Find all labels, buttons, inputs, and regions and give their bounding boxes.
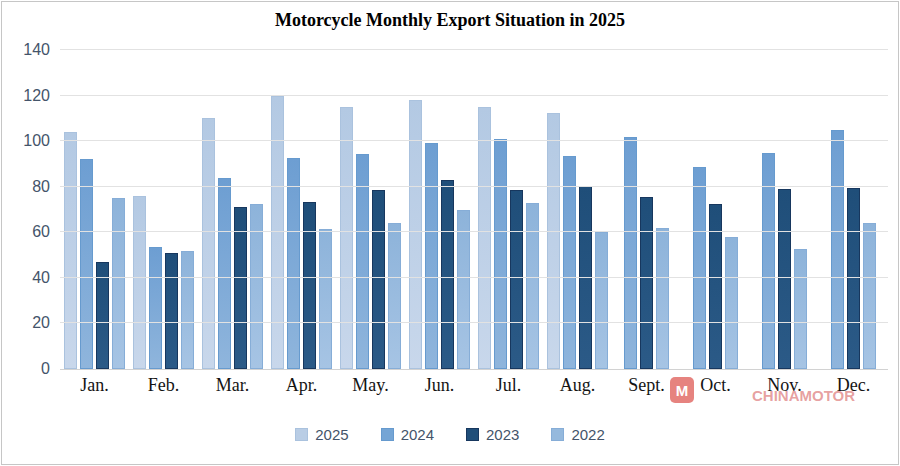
legend-label-2025: 2025 bbox=[315, 426, 348, 443]
legend-item-2023: 2023 bbox=[466, 426, 519, 443]
gridline-40 bbox=[60, 277, 888, 278]
gridline-0 bbox=[60, 369, 888, 370]
legend-swatch-2022 bbox=[551, 428, 564, 441]
watermark-logo-letter: M bbox=[676, 383, 689, 398]
bar-2022-dec bbox=[863, 223, 876, 369]
bar-2022-aug bbox=[595, 232, 608, 369]
bar-2023-jul bbox=[510, 190, 523, 369]
bar-2024-feb bbox=[149, 247, 162, 369]
month-group-oct bbox=[681, 50, 750, 369]
bar-2022-apr bbox=[319, 229, 332, 369]
bar-2022-jan bbox=[112, 198, 125, 369]
gridline-100 bbox=[60, 140, 888, 141]
bar-2022-jul bbox=[526, 203, 539, 369]
bar-2024-apr bbox=[287, 158, 300, 369]
bar-2024-jan bbox=[80, 159, 93, 369]
x-axis-label-jan: Jan. bbox=[60, 375, 129, 396]
bar-2023-sept bbox=[640, 197, 653, 369]
chart-image: Motorcycle Monthly Export Situation in 2… bbox=[0, 0, 900, 466]
bar-2023-apr bbox=[303, 202, 316, 369]
bar-2023-jan bbox=[96, 262, 109, 369]
bar-2022-may bbox=[388, 223, 401, 369]
legend-label-2022: 2022 bbox=[571, 426, 604, 443]
legend-swatch-2025 bbox=[295, 428, 308, 441]
bar-2025-jan bbox=[64, 132, 77, 369]
bar-2023-nov bbox=[778, 189, 791, 369]
legend-swatch-2024 bbox=[381, 428, 394, 441]
x-axis-label-may: May. bbox=[336, 375, 405, 396]
bar-2023-feb bbox=[165, 253, 178, 369]
legend-item-2024: 2024 bbox=[381, 426, 434, 443]
bar-2025-aug bbox=[547, 113, 560, 369]
gridline-140 bbox=[60, 49, 888, 50]
y-tick-label-40: 40 bbox=[8, 269, 50, 287]
month-group-mar bbox=[198, 50, 267, 369]
gridline-80 bbox=[60, 186, 888, 187]
month-group-apr bbox=[267, 50, 336, 369]
month-group-nov bbox=[750, 50, 819, 369]
y-tick-label-20: 20 bbox=[8, 314, 50, 332]
month-group-aug bbox=[543, 50, 612, 369]
month-group-jan bbox=[60, 50, 129, 369]
month-group-feb bbox=[129, 50, 198, 369]
legend-swatch-2023 bbox=[466, 428, 479, 441]
bar-2024-dec bbox=[831, 130, 844, 369]
plot-area bbox=[60, 50, 888, 369]
bar-2024-mar bbox=[218, 178, 231, 369]
chart-title: Motorcycle Monthly Export Situation in 2… bbox=[0, 10, 900, 31]
x-axis-label-aug: Aug. bbox=[543, 375, 612, 396]
bar-2024-aug bbox=[563, 156, 576, 369]
gridline-120 bbox=[60, 95, 888, 96]
x-axis-label-dec: Dec. bbox=[819, 375, 888, 396]
bar-2023-dec bbox=[847, 188, 860, 369]
y-tick-label-100: 100 bbox=[8, 132, 50, 150]
month-group-sept bbox=[612, 50, 681, 369]
legend-label-2024: 2024 bbox=[401, 426, 434, 443]
month-group-jul bbox=[474, 50, 543, 369]
legend-item-2025: 2025 bbox=[295, 426, 348, 443]
bar-2024-sept bbox=[624, 137, 637, 369]
month-group-may bbox=[336, 50, 405, 369]
bar-2025-jul bbox=[478, 107, 491, 369]
bar-2024-jul bbox=[494, 139, 507, 369]
bar-2023-may bbox=[372, 190, 385, 369]
x-axis-label-apr: Apr. bbox=[267, 375, 336, 396]
y-tick-label-120: 120 bbox=[8, 87, 50, 105]
bar-2023-jun bbox=[441, 180, 454, 369]
bar-2025-apr bbox=[271, 96, 284, 369]
bar-2022-oct bbox=[725, 237, 738, 369]
bar-2022-sept bbox=[656, 228, 669, 369]
x-axis-label-jul: Jul. bbox=[474, 375, 543, 396]
bar-2024-oct bbox=[693, 167, 706, 369]
y-tick-label-60: 60 bbox=[8, 223, 50, 241]
month-group-jun bbox=[405, 50, 474, 369]
gridline-20 bbox=[60, 322, 888, 323]
bar-2025-mar bbox=[202, 118, 215, 369]
bar-2025-may bbox=[340, 107, 353, 369]
bar-2022-feb bbox=[181, 251, 194, 369]
legend-label-2023: 2023 bbox=[486, 426, 519, 443]
month-group-dec bbox=[819, 50, 888, 369]
x-axis-label-nov: Nov. bbox=[750, 375, 819, 396]
watermark-logo-icon: M bbox=[670, 377, 694, 403]
y-tick-label-140: 140 bbox=[8, 41, 50, 59]
x-axis-labels: Jan.Feb.Mar.Apr.May.Jun.Jul.Aug.Sept.Oct… bbox=[60, 375, 888, 396]
x-axis-label-feb: Feb. bbox=[129, 375, 198, 396]
x-axis-label-mar: Mar. bbox=[198, 375, 267, 396]
bar-2022-nov bbox=[794, 249, 807, 369]
x-axis-label-jun: Jun. bbox=[405, 375, 474, 396]
bar-2022-jun bbox=[457, 210, 470, 370]
legend-item-2022: 2022 bbox=[551, 426, 604, 443]
bar-2025-feb bbox=[133, 196, 146, 369]
y-tick-label-80: 80 bbox=[8, 178, 50, 196]
bar-2024-jun bbox=[425, 143, 438, 369]
bar-groups bbox=[60, 50, 888, 369]
legend: 2025 2024 2023 2022 bbox=[0, 426, 900, 443]
y-tick-label-0: 0 bbox=[8, 360, 50, 378]
bar-2023-oct bbox=[709, 204, 722, 369]
gridline-60 bbox=[60, 231, 888, 232]
bar-2022-mar bbox=[250, 204, 263, 369]
